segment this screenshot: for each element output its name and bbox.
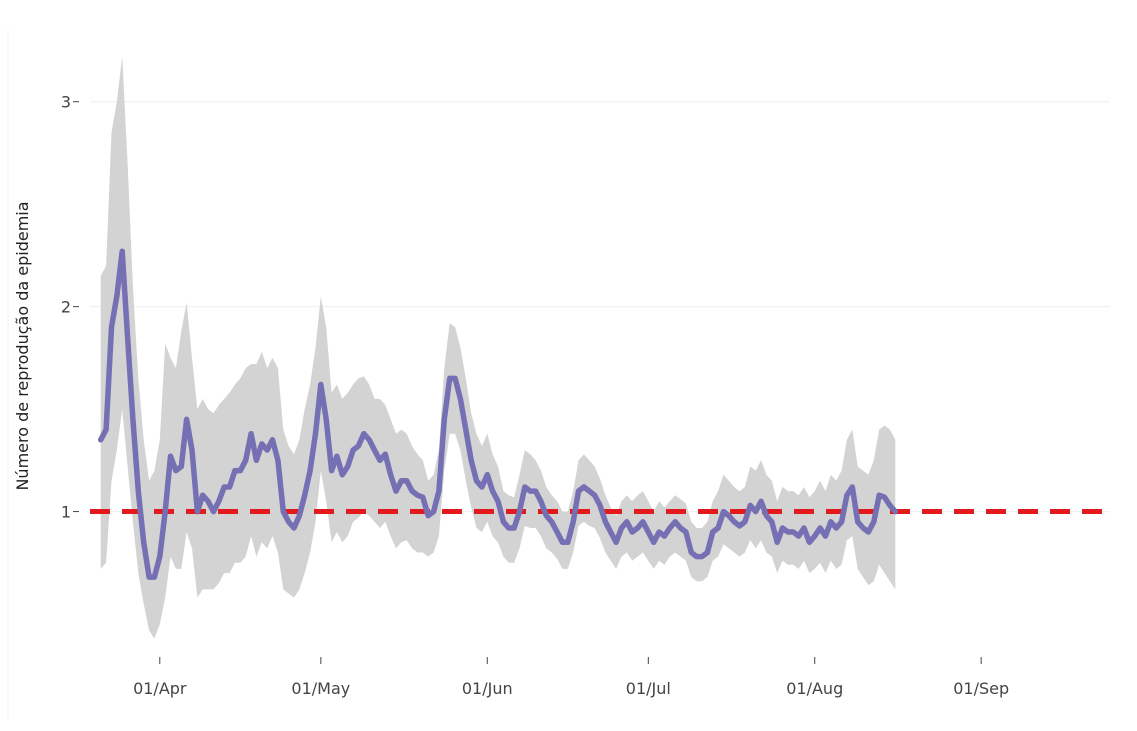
y-axis-title: Número de reprodução da epidemia bbox=[13, 201, 32, 490]
x-tick-label: 01/Apr bbox=[133, 679, 187, 698]
x-axis: 01/Apr 01/May 01/Jun 01/Jul 01/Aug 01/Sep bbox=[133, 657, 1009, 698]
confidence-band bbox=[100, 56, 896, 639]
x-tick-label: 01/Sep bbox=[953, 679, 1009, 698]
x-tick-label: 01/Aug bbox=[786, 679, 843, 698]
x-tick-label: 01/Jul bbox=[626, 679, 671, 698]
y-tick-label: 2 bbox=[61, 298, 71, 317]
y-axis: 1 2 3 bbox=[61, 93, 79, 522]
x-tick-label: 01/May bbox=[291, 679, 350, 698]
x-tick-label: 01/Jun bbox=[462, 679, 513, 698]
confidence-band-area bbox=[100, 56, 896, 639]
estimate-line-group bbox=[97, 248, 899, 580]
y-tick-label: 3 bbox=[61, 93, 71, 112]
y-tick-label: 1 bbox=[61, 503, 71, 522]
estimate-line bbox=[97, 248, 899, 580]
